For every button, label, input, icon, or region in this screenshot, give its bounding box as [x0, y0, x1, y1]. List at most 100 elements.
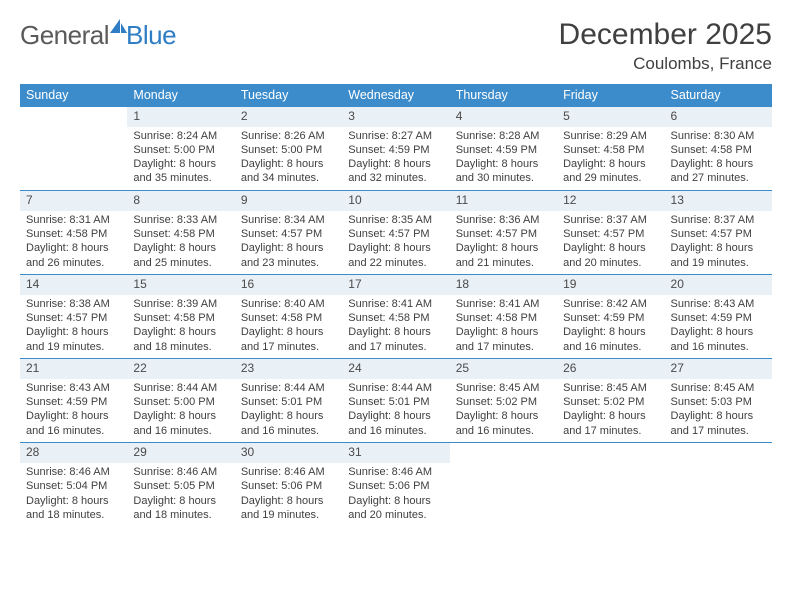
sunrise-line: Sunrise: 8:28 AM: [456, 129, 551, 143]
sunrise-line: Sunrise: 8:44 AM: [133, 381, 228, 395]
sunset-line: Sunset: 4:57 PM: [563, 227, 658, 241]
day-number-cell: 9: [235, 191, 342, 211]
daylight-line: Daylight: 8 hours and 17 minutes.: [241, 325, 336, 354]
day-content-row: Sunrise: 8:31 AMSunset: 4:58 PMDaylight:…: [20, 211, 772, 275]
day-content-cell: Sunrise: 8:38 AMSunset: 4:57 PMDaylight:…: [20, 295, 127, 359]
day-number-cell: 29: [127, 443, 234, 463]
weekday-header: Sunday: [20, 84, 127, 107]
day-content-row: Sunrise: 8:38 AMSunset: 4:57 PMDaylight:…: [20, 295, 772, 359]
day-number-row: 21222324252627: [20, 359, 772, 379]
day-content-cell: Sunrise: 8:45 AMSunset: 5:02 PMDaylight:…: [450, 379, 557, 443]
day-content-cell: Sunrise: 8:43 AMSunset: 4:59 PMDaylight:…: [20, 379, 127, 443]
daylight-line: Daylight: 8 hours and 16 minutes.: [563, 325, 658, 354]
day-number-cell: 4: [450, 107, 557, 127]
daylight-line: Daylight: 8 hours and 16 minutes.: [26, 409, 121, 438]
daylight-line: Daylight: 8 hours and 25 minutes.: [133, 241, 228, 270]
daylight-line: Daylight: 8 hours and 35 minutes.: [133, 157, 228, 186]
sunrise-line: Sunrise: 8:27 AM: [348, 129, 443, 143]
weekday-header: Tuesday: [235, 84, 342, 107]
day-content-cell: [557, 463, 664, 527]
day-content-cell: Sunrise: 8:34 AMSunset: 4:57 PMDaylight:…: [235, 211, 342, 275]
sunrise-line: Sunrise: 8:46 AM: [133, 465, 228, 479]
daylight-line: Daylight: 8 hours and 32 minutes.: [348, 157, 443, 186]
sunset-line: Sunset: 4:59 PM: [671, 311, 766, 325]
day-content-cell: Sunrise: 8:40 AMSunset: 4:58 PMDaylight:…: [235, 295, 342, 359]
day-number-cell: 24: [342, 359, 449, 379]
day-number-cell: 5: [557, 107, 664, 127]
day-content-cell: Sunrise: 8:44 AMSunset: 5:00 PMDaylight:…: [127, 379, 234, 443]
sunrise-line: Sunrise: 8:24 AM: [133, 129, 228, 143]
day-number-cell: [20, 107, 127, 127]
sunrise-line: Sunrise: 8:34 AM: [241, 213, 336, 227]
day-content-cell: Sunrise: 8:45 AMSunset: 5:03 PMDaylight:…: [665, 379, 772, 443]
daylight-line: Daylight: 8 hours and 17 minutes.: [563, 409, 658, 438]
day-content-cell: Sunrise: 8:36 AMSunset: 4:57 PMDaylight:…: [450, 211, 557, 275]
day-number-cell: 8: [127, 191, 234, 211]
sunset-line: Sunset: 4:59 PM: [456, 143, 551, 157]
daylight-line: Daylight: 8 hours and 16 minutes.: [671, 325, 766, 354]
sunrise-line: Sunrise: 8:36 AM: [456, 213, 551, 227]
day-content-cell: [20, 127, 127, 191]
day-number-cell: 16: [235, 275, 342, 295]
sunrise-line: Sunrise: 8:45 AM: [563, 381, 658, 395]
logo-word2: Blue: [126, 20, 176, 51]
weekday-header: Wednesday: [342, 84, 449, 107]
day-number-cell: 6: [665, 107, 772, 127]
sunset-line: Sunset: 4:58 PM: [241, 311, 336, 325]
day-content-row: Sunrise: 8:46 AMSunset: 5:04 PMDaylight:…: [20, 463, 772, 527]
sunset-line: Sunset: 4:59 PM: [348, 143, 443, 157]
day-content-cell: Sunrise: 8:37 AMSunset: 4:57 PMDaylight:…: [557, 211, 664, 275]
day-number-cell: 25: [450, 359, 557, 379]
day-number-cell: 13: [665, 191, 772, 211]
day-number-cell: 11: [450, 191, 557, 211]
day-content-row: Sunrise: 8:24 AMSunset: 5:00 PMDaylight:…: [20, 127, 772, 191]
sunrise-line: Sunrise: 8:29 AM: [563, 129, 658, 143]
daylight-line: Daylight: 8 hours and 19 minutes.: [241, 494, 336, 523]
day-number-cell: [665, 443, 772, 463]
sunset-line: Sunset: 4:58 PM: [456, 311, 551, 325]
sunset-line: Sunset: 4:58 PM: [671, 143, 766, 157]
sunset-line: Sunset: 4:57 PM: [456, 227, 551, 241]
sunrise-line: Sunrise: 8:43 AM: [26, 381, 121, 395]
day-content-cell: Sunrise: 8:45 AMSunset: 5:02 PMDaylight:…: [557, 379, 664, 443]
sunset-line: Sunset: 5:03 PM: [671, 395, 766, 409]
day-number-cell: 7: [20, 191, 127, 211]
day-number-cell: 17: [342, 275, 449, 295]
daylight-line: Daylight: 8 hours and 17 minutes.: [671, 409, 766, 438]
sunset-line: Sunset: 5:06 PM: [241, 479, 336, 493]
day-number-cell: [450, 443, 557, 463]
sunset-line: Sunset: 4:58 PM: [26, 227, 121, 241]
daylight-line: Daylight: 8 hours and 17 minutes.: [456, 325, 551, 354]
sunrise-line: Sunrise: 8:44 AM: [241, 381, 336, 395]
daylight-line: Daylight: 8 hours and 27 minutes.: [671, 157, 766, 186]
sunrise-line: Sunrise: 8:46 AM: [26, 465, 121, 479]
day-content-cell: Sunrise: 8:35 AMSunset: 4:57 PMDaylight:…: [342, 211, 449, 275]
sunrise-line: Sunrise: 8:40 AM: [241, 297, 336, 311]
day-number-cell: 10: [342, 191, 449, 211]
sunrise-line: Sunrise: 8:26 AM: [241, 129, 336, 143]
sunset-line: Sunset: 4:58 PM: [133, 227, 228, 241]
daylight-line: Daylight: 8 hours and 16 minutes.: [241, 409, 336, 438]
sunset-line: Sunset: 4:59 PM: [563, 311, 658, 325]
daylight-line: Daylight: 8 hours and 30 minutes.: [456, 157, 551, 186]
day-content-cell: Sunrise: 8:46 AMSunset: 5:06 PMDaylight:…: [235, 463, 342, 527]
day-content-cell: Sunrise: 8:27 AMSunset: 4:59 PMDaylight:…: [342, 127, 449, 191]
day-content-cell: Sunrise: 8:28 AMSunset: 4:59 PMDaylight:…: [450, 127, 557, 191]
day-content-row: Sunrise: 8:43 AMSunset: 4:59 PMDaylight:…: [20, 379, 772, 443]
day-content-cell: Sunrise: 8:43 AMSunset: 4:59 PMDaylight:…: [665, 295, 772, 359]
day-content-cell: [450, 463, 557, 527]
weekday-header-row: Sunday Monday Tuesday Wednesday Thursday…: [20, 84, 772, 107]
day-number-cell: 23: [235, 359, 342, 379]
day-number-cell: 12: [557, 191, 664, 211]
daylight-line: Daylight: 8 hours and 20 minutes.: [563, 241, 658, 270]
day-number-cell: 18: [450, 275, 557, 295]
sunset-line: Sunset: 4:58 PM: [563, 143, 658, 157]
daylight-line: Daylight: 8 hours and 20 minutes.: [348, 494, 443, 523]
sunrise-line: Sunrise: 8:46 AM: [241, 465, 336, 479]
day-content-cell: Sunrise: 8:42 AMSunset: 4:59 PMDaylight:…: [557, 295, 664, 359]
day-number-cell: 15: [127, 275, 234, 295]
daylight-line: Daylight: 8 hours and 16 minutes.: [133, 409, 228, 438]
sunset-line: Sunset: 4:58 PM: [348, 311, 443, 325]
sunrise-line: Sunrise: 8:44 AM: [348, 381, 443, 395]
sunset-line: Sunset: 5:00 PM: [133, 143, 228, 157]
